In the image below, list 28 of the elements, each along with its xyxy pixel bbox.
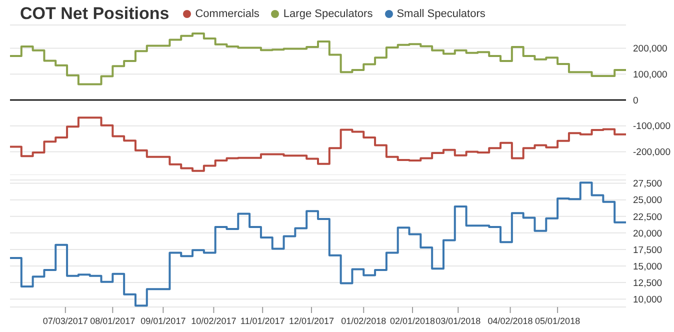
x-tick-label: 04/02/2018 [488,316,533,326]
y-tick-label: 20,000 [633,228,662,240]
y-tick-label: 15,000 [633,261,662,272]
y-tick-label: 12,500 [633,278,662,289]
y-tick-label: 10,000 [633,294,662,306]
x-tick-label: 08/01/2017 [90,316,136,326]
legend-label: Commercials [194,8,260,20]
legend-label: Large Speculators [282,8,373,20]
x-tick-label: 12/01/2017 [288,316,334,326]
x-tick-label: 03/01/2018 [436,316,481,326]
y-tick-label: 200,000 [633,44,668,55]
y-tick-label: 17,500 [633,244,662,256]
x-tick-label: 01/02/2018 [341,316,386,326]
chart-title: COT Net Positions [20,4,170,24]
x-tick-label: 02/01/2018 [390,316,436,326]
x-tick-label: 11/01/2017 [240,316,285,326]
y-tick-label: 27,500 [633,178,662,190]
y-tick-label: -200,000 [633,147,671,158]
y-tick-label: 100,000 [633,70,668,81]
y-tick-label: 25,000 [633,195,662,206]
y-tick-label: 22,500 [633,212,662,223]
x-tick-label: 07/03/2017 [42,316,88,326]
legend-label: Small Speculators [396,8,486,20]
y-tick-label: -100,000 [633,121,671,132]
y-tick-label: 0 [633,95,638,106]
x-tick-label: 09/01/2017 [140,316,186,326]
x-tick-label: 05/01/2018 [535,316,580,326]
x-tick-label: 10/02/2017 [191,316,236,326]
